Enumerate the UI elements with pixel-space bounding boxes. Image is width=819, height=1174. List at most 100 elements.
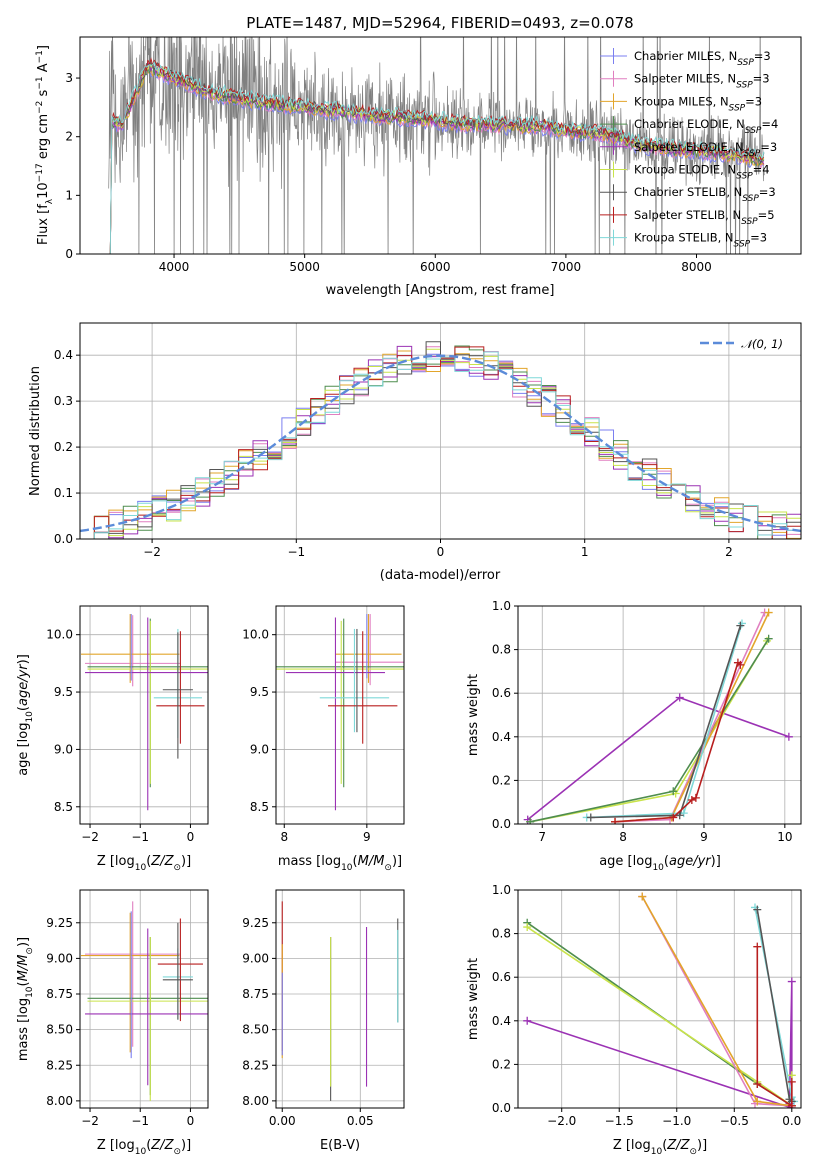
tick-label-y: 0.8 — [492, 643, 511, 657]
ticks: 8 9 8.5 9.0 9.5 10.0 — [242, 606, 404, 844]
tick-label-x: −2 — [81, 830, 99, 844]
weight-line — [529, 638, 770, 823]
weight-line — [527, 696, 790, 821]
tick-label-y: 0.2 — [54, 440, 73, 454]
weight-marker — [784, 732, 793, 741]
y-axis-label: Normed distribution — [28, 366, 43, 496]
x-axis-label: mass [log10(M/M⊙)] — [278, 854, 402, 873]
ticks: 4000 5000 6000 7000 8000 0 1 2 3 — [65, 71, 711, 274]
tick-label-y: 0.4 — [54, 348, 73, 362]
tick-label-y: 0.6 — [492, 686, 511, 700]
x-axis-label: Z [log10(Z/Z⊙)] — [97, 1138, 191, 1157]
tick-label-y: 8.25 — [46, 1058, 73, 1072]
legend-entry: Chabrier STELIB, NSSP=3 — [634, 185, 776, 204]
weight-marker — [669, 787, 678, 796]
legend-entry: Salpeter MILES, NSSP=3 — [634, 72, 770, 91]
tick-label-y: 9.25 — [46, 916, 73, 930]
weight-marker — [787, 1104, 796, 1108]
axes-frame — [79, 889, 209, 1109]
tick-label-y: 0 — [65, 247, 73, 261]
axes-frame — [275, 605, 405, 825]
tick-label-y: 0.2 — [492, 773, 511, 787]
tick-label-y: 0.0 — [492, 817, 511, 831]
axes-frame — [79, 322, 802, 540]
weight-marker — [753, 942, 762, 951]
legend-entry: Kroupa MILES, NSSP=3 — [634, 94, 762, 113]
axes-frame — [275, 889, 405, 1109]
tick-label-x: 9 — [700, 830, 708, 844]
weight-marker — [753, 1097, 762, 1106]
legend-entry: Chabrier MILES, NSSP=3 — [634, 49, 771, 68]
tick-label-x: −2 — [143, 545, 161, 559]
axes-frame — [79, 605, 209, 825]
tick-label-y: 8.50 — [46, 1023, 73, 1037]
tick-label-y: 0.4 — [492, 1014, 511, 1028]
weight-marker — [611, 817, 620, 824]
weight-marker — [764, 634, 773, 643]
tick-label-x: 10 — [777, 830, 792, 844]
weight-marker — [675, 693, 684, 702]
tick-label-y: 1 — [65, 188, 73, 202]
tick-label-y: 8.5 — [250, 800, 269, 814]
tick-label-y: 8.75 — [242, 987, 269, 1001]
weight-marker — [586, 813, 595, 822]
axes-frame — [79, 36, 802, 255]
errorbar-panel: −2 −1 0 8.00 8.25 8.50 8.75 9.00 9.25 Z [log10(Z/… — [16, 889, 209, 1157]
x-axis-label: Z [log10(Z/Z⊙)] — [97, 854, 191, 873]
axes-frame — [517, 889, 802, 1109]
weight-marker — [764, 608, 773, 617]
ticks: −2.0 −1.5 −1.0 −0.5 0.0 0.0 0.2 0.4 0.6 0.8 1.0 — [492, 883, 801, 1128]
tick-label-x: 2 — [725, 545, 733, 559]
tick-label-y: 8.00 — [46, 1094, 73, 1108]
tick-label-y: 10.0 — [242, 628, 269, 642]
tick-label-x: 7000 — [551, 260, 582, 274]
errorbar-data — [276, 614, 404, 811]
tick-label-x: 0 — [187, 1114, 195, 1128]
tick-label-y: 0.0 — [54, 532, 73, 546]
weight-line — [614, 612, 766, 823]
errorbar-panel: 8 9 8.5 9.0 9.5 10.0 mass [log10(M/M⊙)] — [242, 605, 405, 873]
y-axis-label: age [log10(age/yr)] — [16, 654, 35, 776]
weight-line — [526, 981, 793, 1108]
tick-label-x: 4000 — [159, 260, 190, 274]
legend-entry: Salpeter STELIB, NSSP=5 — [634, 208, 775, 227]
residual-data — [80, 341, 801, 539]
x-axis-label: Z [log10(Z/Z⊙)] — [613, 1138, 707, 1157]
weight-marker — [675, 811, 684, 820]
tick-label-x: −1 — [287, 545, 305, 559]
errorbar-data — [81, 901, 208, 1101]
tick-label-x: 0.0 — [782, 1114, 801, 1128]
weight-marker — [691, 793, 700, 802]
tick-label-x: −2.0 — [547, 1114, 576, 1128]
tick-label-x: −0.5 — [720, 1114, 749, 1128]
tick-label-y: 8.5 — [54, 800, 73, 814]
weight-marker — [687, 796, 696, 805]
weight-marker — [523, 923, 532, 932]
tick-label-y: 0.3 — [54, 394, 73, 408]
weight-line — [614, 612, 770, 823]
weight-marker — [638, 892, 647, 901]
tick-label-x: 8 — [280, 830, 288, 844]
tick-label-x: 5000 — [289, 260, 320, 274]
errorbar-panel: 0.00 0.05 8.00 8.25 8.50 8.75 9.00 9.25 E(B-V) — [242, 889, 405, 1153]
ticks: 0.00 0.05 8.00 8.25 8.50 8.75 9.00 9.25 — [242, 890, 404, 1128]
tick-label-x: −1.5 — [605, 1114, 634, 1128]
weight-line — [641, 896, 792, 1107]
legend-entry: Chabrier ELODIE, NSSP=4 — [634, 117, 778, 136]
tick-label-y: 2 — [65, 130, 73, 144]
weight-marker — [736, 660, 745, 669]
y-axis-label: Flux [fλ10−17 erg cm−2 s−1 A−1] — [35, 45, 55, 245]
legend-entry: Kroupa STELIB, NSSP=3 — [634, 231, 767, 250]
y-axis-label: mass [log10(M/M⊙)] — [16, 937, 35, 1061]
ticks: −2 −1 0 1 2 0.0 0.1 0.2 0.3 0.4 — [54, 323, 801, 559]
spectrum-legend: Chabrier MILES, NSSP=3 Salpeter MILES, NS… — [600, 48, 778, 250]
tick-label-y: 0.6 — [492, 970, 511, 984]
model-spectrum-8 — [108, 60, 765, 254]
tick-label-y: 0.1 — [54, 486, 73, 500]
y-axis-label: mass weight — [466, 958, 481, 1040]
errorbar-data — [281, 901, 399, 1101]
tick-label-y: 0.8 — [492, 927, 511, 941]
tick-label-x: 7 — [538, 830, 546, 844]
tick-label-y: 8.75 — [46, 987, 73, 1001]
weight-marker — [753, 1080, 762, 1089]
